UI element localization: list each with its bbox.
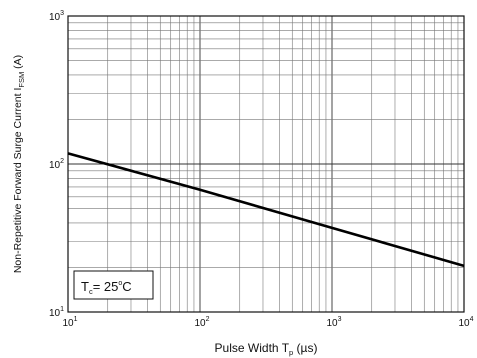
x-tick-label: 102 xyxy=(194,316,209,329)
series-line-1 xyxy=(67,152,465,268)
plot-frame xyxy=(67,15,465,313)
y-tick-label: 101 xyxy=(49,306,64,319)
y-axis-label: Non-Repetitive Forward Surge Current IFS… xyxy=(12,55,26,273)
series-layer xyxy=(67,152,465,268)
x-tick-label: 104 xyxy=(458,316,473,329)
annotation-text: Tc= 25oC xyxy=(81,279,132,296)
y-tick-label: 103 xyxy=(49,10,64,23)
x-tick-label: 103 xyxy=(326,316,341,329)
annotation-tc: Tc= 25oC xyxy=(73,270,154,300)
y-tick-labels: 101 102 103 xyxy=(49,10,64,319)
annotation-box xyxy=(73,270,154,300)
x-axis-label: Pulse Width Tp (µs) xyxy=(215,341,318,357)
x-tick-labels: 101 102 103 104 xyxy=(62,316,473,329)
grid xyxy=(68,16,464,312)
y-tick-label: 102 xyxy=(49,158,64,171)
x-tick-label: 101 xyxy=(62,316,77,329)
